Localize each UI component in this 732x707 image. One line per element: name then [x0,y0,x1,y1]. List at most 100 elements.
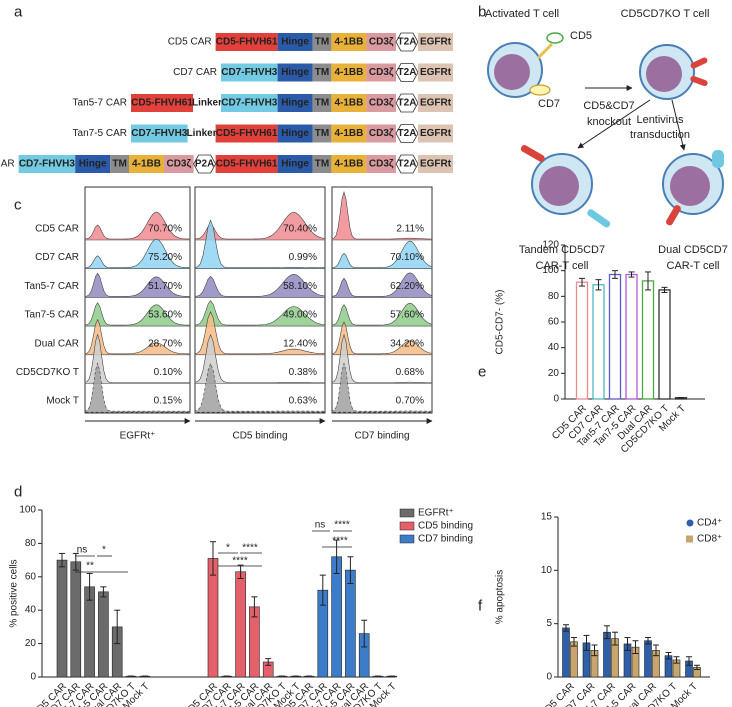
error-bar [59,552,65,568]
error-bar [612,631,618,646]
domain [131,94,193,112]
domain [221,94,278,112]
histogram [331,362,433,413]
flow-frame [331,186,433,414]
domain [215,155,278,173]
histogram [84,272,191,298]
panel-label: a [14,4,23,21]
part-label: T2A [398,98,417,109]
error-bar [595,279,602,291]
percent-label: 0.38% [289,367,317,378]
diagram: Activated T cell CD5CD7KO T cell CD5 CD7… [485,8,728,272]
percent-label: 0.10% [154,367,182,378]
percent-label: 2.11% [396,224,424,235]
error-bar [347,556,354,584]
car [587,209,611,228]
error-bar [319,574,326,606]
part-label: EGFRt [420,67,452,78]
part-label: CD5-FHVH61 [131,98,193,109]
step-label: Lentivirus [636,114,684,126]
domain [418,94,453,112]
receptor [536,42,554,60]
percent-label: 62.20% [390,281,424,292]
y-tick-label: 0 [30,672,36,683]
domain [221,63,278,82]
significance: **** [242,543,258,554]
domain [18,155,76,173]
part-label: TM [315,67,329,78]
significance: * [102,545,106,556]
result-label: CAR-T cell [667,260,720,272]
construct-name: CD7 CAR [173,67,217,78]
row-label: Tan7-5 CAR [25,310,79,321]
error-bar [612,270,618,279]
error-bar [673,656,680,664]
domain [331,63,367,82]
part-label: Hinge [281,128,309,139]
y-axis-label: % positive cells [9,559,20,627]
nucleus [646,56,682,92]
bar [570,641,578,678]
panel-label: b [478,4,486,21]
domain [215,33,278,51]
percent-label: 53.60% [148,310,182,321]
legend-swatch [399,508,415,518]
domain [277,33,313,51]
domain [331,124,367,143]
legend-swatch [686,535,693,543]
percent-label: 0.70% [396,396,424,407]
bar [592,284,605,400]
domain [366,33,396,51]
part-label: T2A [398,37,417,48]
domain [331,33,367,51]
construct-name: Tan7-5 CAR [73,128,127,139]
y-tick-label: 5 [546,618,552,629]
part-label: TM [315,159,329,170]
cell-label: Activated T cell [485,8,559,20]
significance: **** [334,520,350,531]
error-bar [210,541,216,576]
part-label: CD7-FHVH3 [221,67,278,78]
marker-label: CD7 [538,98,560,110]
error-bar [632,640,639,655]
histogram [194,300,326,327]
part-label: 4-1BB [334,159,363,170]
domain [418,33,453,51]
part-label: 4-1BB [334,37,363,48]
bar [644,640,652,678]
error-bar [237,564,244,579]
legend-label: CD5 binding [418,521,473,532]
cell-label: CD5CD7KO T cell [621,8,710,20]
percent-label: 34.20% [390,338,424,349]
domain [277,63,313,82]
part-label: EGFRt [420,159,452,170]
step-label: transduction [630,129,690,141]
car [666,205,681,226]
y-tick-label: 100 [19,505,36,516]
part-label: Hinge [281,98,309,109]
domain [277,94,313,112]
error-bar [265,658,272,666]
flow-frame [84,186,191,414]
row-label: CD7 CAR [35,252,79,263]
percent-label: 0.15% [154,396,182,407]
histogram [194,211,326,241]
legend-label: EGFRt⁺ [418,508,454,519]
bar [658,289,671,400]
error-bar [686,656,692,666]
percent-label: 28.70% [148,338,182,349]
domain [75,155,111,173]
bar [562,627,570,678]
error-bar [591,644,598,657]
error-bar [571,637,577,647]
result-label: Tandem CD5CD7 [519,244,605,256]
histogram [331,240,433,269]
receptor [546,32,564,44]
result-label: Dual CD5CD7 [658,244,728,256]
error-bar [86,572,93,601]
part-label: CD5-FHVH61 [216,128,278,139]
domain [366,94,396,112]
domain [331,94,367,112]
part-label: CD3ζ [369,159,394,170]
error-bar [653,644,659,657]
